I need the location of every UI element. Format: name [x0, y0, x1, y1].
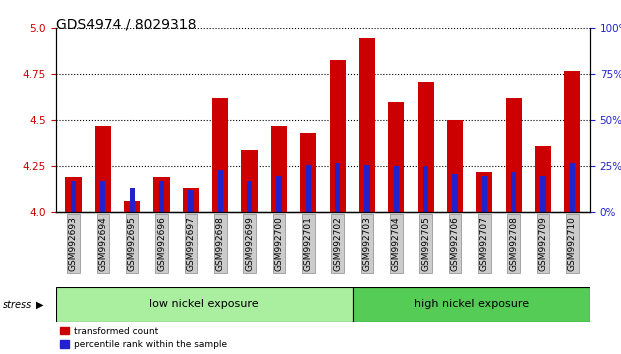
Text: GDS4974 / 8029318: GDS4974 / 8029318 — [56, 18, 196, 32]
Bar — [476, 172, 492, 212]
Bar — [212, 98, 229, 212]
Bar — [130, 188, 135, 212]
Bar — [306, 165, 311, 212]
Text: GSM992693: GSM992693 — [69, 216, 78, 271]
Text: GSM992697: GSM992697 — [186, 216, 196, 271]
Bar — [56, 287, 353, 322]
Bar — [183, 188, 199, 212]
Text: GSM992710: GSM992710 — [568, 216, 577, 271]
Bar — [271, 126, 287, 212]
Bar — [153, 177, 170, 212]
Text: GSM992708: GSM992708 — [509, 216, 518, 271]
Text: GSM992707: GSM992707 — [480, 216, 489, 271]
Text: GSM992702: GSM992702 — [333, 216, 342, 271]
Text: ▶: ▶ — [36, 300, 43, 310]
Bar — [188, 190, 194, 212]
Text: GSM992699: GSM992699 — [245, 216, 254, 271]
Text: low nickel exposure: low nickel exposure — [150, 299, 259, 309]
Bar — [423, 166, 428, 212]
Bar — [159, 181, 164, 212]
Text: GSM992709: GSM992709 — [538, 216, 548, 271]
Text: GSM992696: GSM992696 — [157, 216, 166, 271]
Bar — [330, 59, 346, 212]
Bar — [359, 38, 375, 212]
Bar — [505, 98, 522, 212]
Bar — [417, 82, 433, 212]
Bar — [71, 181, 76, 212]
Bar — [217, 170, 223, 212]
Bar — [447, 120, 463, 212]
Bar — [511, 172, 516, 212]
Text: GSM992703: GSM992703 — [363, 216, 371, 271]
Text: GSM992705: GSM992705 — [421, 216, 430, 271]
Bar — [452, 174, 458, 212]
Bar — [482, 176, 487, 212]
Bar — [300, 133, 316, 212]
Bar — [569, 163, 575, 212]
Text: GSM992700: GSM992700 — [274, 216, 283, 271]
Bar — [124, 201, 140, 212]
Bar — [353, 287, 590, 322]
Bar — [247, 181, 252, 212]
Text: GSM992695: GSM992695 — [128, 216, 137, 271]
Text: high nickel exposure: high nickel exposure — [414, 299, 529, 309]
Bar — [388, 102, 404, 212]
Text: GSM992704: GSM992704 — [392, 216, 401, 271]
Bar — [65, 177, 81, 212]
Legend: transformed count, percentile rank within the sample: transformed count, percentile rank withi… — [60, 327, 227, 349]
Bar — [365, 165, 369, 212]
Bar — [540, 176, 546, 212]
Text: GSM992706: GSM992706 — [450, 216, 460, 271]
Bar — [95, 126, 111, 212]
Text: GSM992701: GSM992701 — [304, 216, 313, 271]
Bar — [335, 163, 340, 212]
Bar — [242, 150, 258, 212]
Bar — [535, 146, 551, 212]
Bar — [100, 181, 106, 212]
Text: GSM992698: GSM992698 — [215, 216, 225, 271]
Text: stress: stress — [2, 300, 32, 310]
Bar — [564, 71, 581, 212]
Text: GSM992694: GSM992694 — [98, 216, 107, 271]
Bar — [276, 176, 281, 212]
Bar — [394, 166, 399, 212]
